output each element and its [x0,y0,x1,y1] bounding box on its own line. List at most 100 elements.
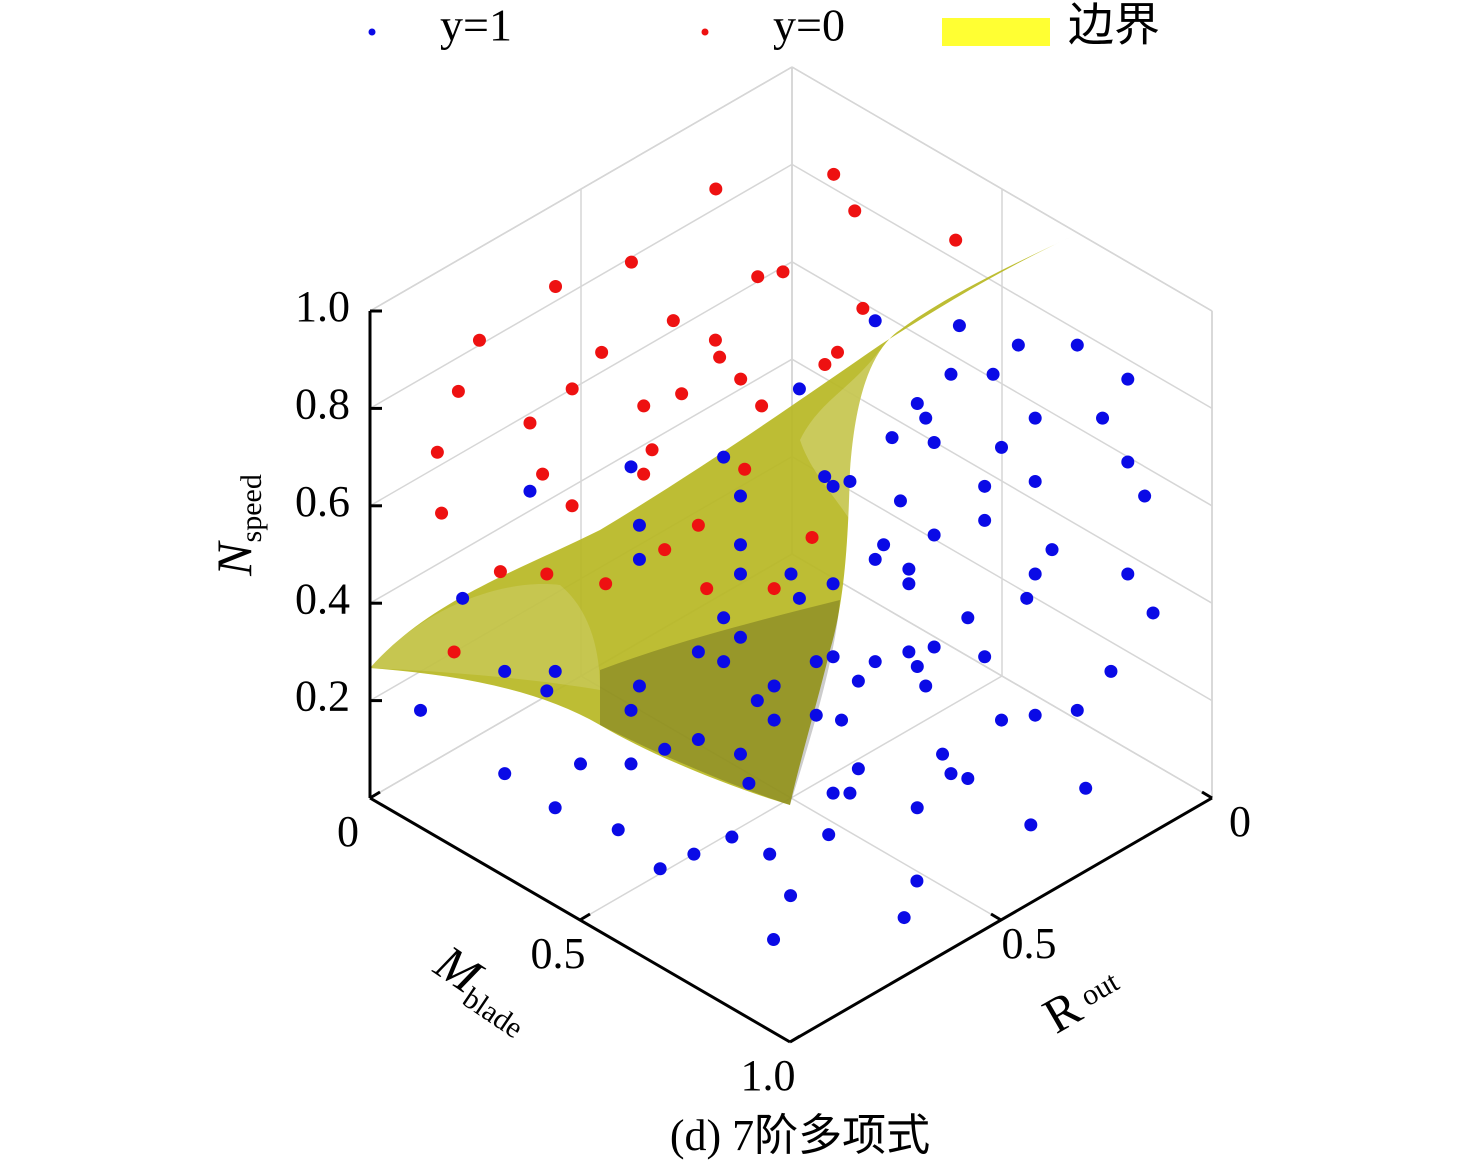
z-tick-label: 0.8 [295,379,350,428]
data-point [1024,818,1038,832]
data-point [843,786,857,800]
data-point [709,182,723,196]
x-axis-label: Mblade [421,934,545,1045]
y-tick [1201,790,1213,800]
data-point [927,435,941,449]
data-point [574,757,587,771]
data-point [826,650,840,664]
data-point [809,655,823,669]
data-point [565,499,579,513]
data-point [599,577,613,591]
data-point [843,474,857,488]
data-point [687,847,701,861]
z-tick-label: 1.0 [295,282,350,331]
data-point [733,538,747,552]
data-point [624,460,638,474]
data-point [548,664,562,678]
data-point [708,333,722,347]
data-point [763,847,777,861]
surface-lower-fold [600,600,840,805]
data-point [784,567,798,581]
data-point [868,552,882,566]
data-point [611,823,625,837]
data-point [809,708,823,722]
data-point [493,565,507,579]
x-tick [789,1034,801,1044]
data-point [435,506,449,520]
data-point [595,345,609,359]
data-point [827,167,841,181]
points-layer [414,167,1160,947]
y-tick-label: 0 [1229,797,1251,846]
data-point [536,467,550,481]
data-point [691,733,705,747]
surface-left-lobe [370,584,600,690]
data-point [767,679,781,693]
data-point [733,747,747,761]
z-label-main: N [206,540,262,577]
data-point [540,684,554,698]
data-point [792,591,806,605]
data-point [919,411,933,425]
data-point [675,387,689,401]
data-point [910,397,924,411]
data-point [1045,543,1059,557]
data-point [927,528,941,542]
z-axis-label: Nspeed [206,474,267,577]
data-point [868,314,882,328]
data-point [430,445,444,459]
data-point [733,489,747,503]
data-point [927,640,941,654]
data-point [1096,411,1110,425]
z-label-sub: speed [235,474,268,542]
data-point [995,713,1008,727]
data-point [755,399,769,413]
z-tick-label: 0.2 [295,672,350,721]
data-point [1028,474,1042,488]
data-point [818,357,832,371]
data-point [805,530,819,544]
data-point [902,577,916,591]
data-point [1121,455,1135,469]
data-point [1104,664,1118,678]
data-point [1138,489,1152,503]
data-point [936,747,950,761]
data-point [632,552,646,566]
data-point [738,462,752,476]
data-point [658,543,672,557]
x-label-sub: blade [457,981,529,1045]
data-point [949,233,963,247]
data-point [893,494,907,508]
data-point [645,443,659,457]
data-point [691,518,705,532]
data-point [978,479,992,493]
data-point [831,345,844,359]
data-point [767,582,781,596]
data-point [1011,338,1025,352]
data-point [885,431,899,445]
data-point [944,767,958,781]
data-point [792,382,806,396]
y-tick [990,912,1002,922]
data-point [1020,591,1034,605]
data-point [986,367,1000,381]
data-point [1121,372,1135,386]
boundary-surface [370,235,1075,805]
data-point [826,479,840,493]
data-point [822,828,836,842]
grid-line [791,553,1213,799]
data-point [691,645,705,659]
y-tick-label: 0.5 [1002,919,1057,968]
data-point [658,742,672,756]
legend-label: y=0 [773,0,845,51]
data-point [717,655,731,669]
x-tick [369,790,381,800]
data-point [961,611,975,625]
data-point [1079,781,1093,795]
surface-shade [370,235,1075,805]
data-point [456,591,470,605]
data-point [632,679,646,693]
data-point [742,776,756,790]
data-point [919,679,933,693]
